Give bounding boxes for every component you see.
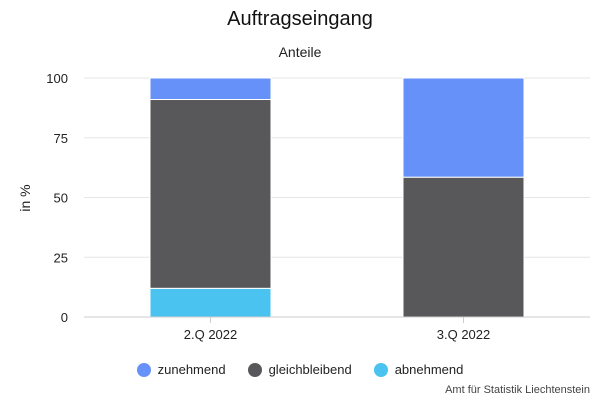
bar-segment-zunehmend — [402, 77, 525, 178]
x-tick-label: 2.Q 2022 — [184, 327, 238, 342]
legend-label: abnehmend — [394, 362, 464, 377]
legend-item-gleichbleibend[interactable]: gleichbleibend — [247, 362, 352, 377]
y-tick-label: 75 — [54, 131, 68, 146]
legend: zunehmend gleichbleibend abnehmend — [0, 362, 600, 377]
legend-swatch — [373, 362, 388, 377]
y-axis-label: in % — [17, 184, 33, 211]
x-tick-label: 3.Q 2022 — [437, 327, 491, 342]
y-tick-label: 0 — [61, 310, 68, 325]
y-tick-label: 50 — [54, 191, 68, 206]
source-credit: Amt für Statistik Liechtenstein — [445, 384, 590, 396]
bar-segment-gleichbleibend — [402, 176, 525, 318]
chart-title: Auftragseingang — [227, 8, 373, 30]
axis-layer: 0 25 50 75 100 2.Q 2022 3.Q 2022 — [46, 71, 590, 342]
legend-item-zunehmend[interactable]: zunehmend — [136, 362, 226, 377]
bar-segment-gleichbleibend — [149, 99, 272, 289]
chart-subtitle: Anteile — [278, 44, 322, 60]
y-tick-label: 100 — [46, 71, 68, 86]
bar-segment-abnehmend — [149, 287, 272, 318]
legend-label: gleichbleibend — [268, 362, 352, 377]
bar-segment-zunehmend — [149, 77, 272, 101]
legend-item-abnehmend[interactable]: abnehmend — [373, 362, 464, 377]
legend-label: zunehmend — [157, 362, 226, 377]
y-tick-label: 25 — [54, 250, 68, 265]
legend-swatch — [136, 362, 151, 377]
bars-layer — [149, 77, 525, 318]
legend-swatch — [247, 362, 262, 377]
